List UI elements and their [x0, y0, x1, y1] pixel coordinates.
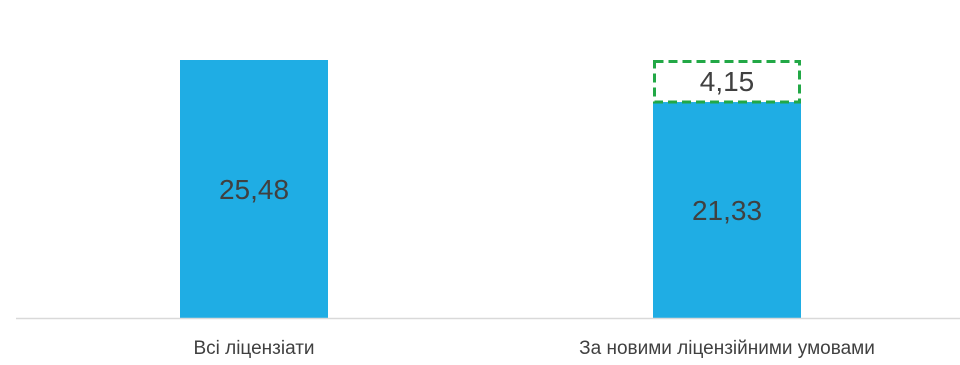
category-labels: Всі ліцензіати За новими ліцензійними умо… [193, 338, 874, 359]
bar-base-0 [180, 60, 328, 318]
bar-base-1 [653, 102, 801, 318]
bar-increment-1 [653, 60, 801, 104]
category-label-1: За новими ліцензійними умовами [579, 338, 875, 359]
bars-group: 25,48 21,33 4,15 [180, 60, 801, 318]
data-label-base-1: 21,33 [692, 195, 762, 226]
data-label-base-0: 25,48 [219, 174, 289, 205]
category-label-0: Всі ліцензіати [193, 338, 314, 359]
data-label-increment-1: 4,15 [700, 66, 755, 97]
